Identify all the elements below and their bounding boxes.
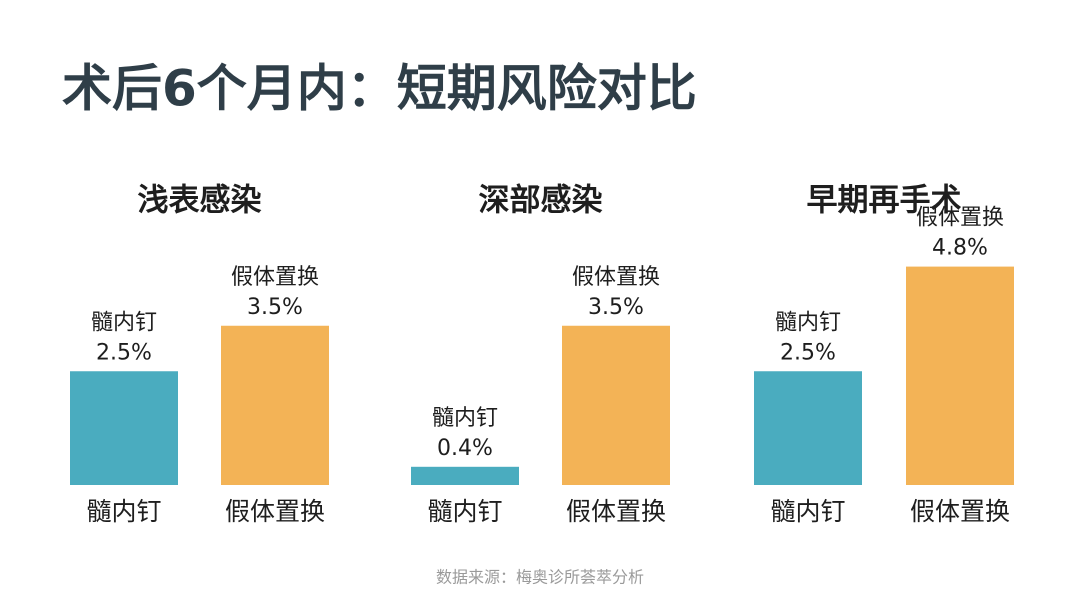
- bar: [70, 371, 178, 485]
- page-title: 术后6个月内：短期风险对比: [62, 60, 697, 118]
- x-category-label: 假体置换: [225, 497, 325, 526]
- bar-name-label: 髓内钉: [91, 310, 157, 335]
- bar: [754, 371, 862, 485]
- bar-name-label: 髓内钉: [775, 310, 841, 335]
- value-label: 3.5%: [588, 295, 644, 320]
- x-category-label: 假体置换: [566, 497, 666, 526]
- value-label: 2.5%: [780, 340, 836, 365]
- x-category-label: 假体置换: [910, 497, 1010, 526]
- bar: [221, 325, 329, 485]
- subchart-title: 浅表感染: [138, 183, 262, 219]
- bar-name-label: 假体置换: [916, 206, 1004, 231]
- x-category-label: 髓内钉: [427, 497, 502, 526]
- bar-name-label: 髓内钉: [432, 406, 498, 431]
- value-label: 4.8%: [932, 236, 988, 261]
- value-label: 2.5%: [96, 340, 152, 365]
- value-label: 3.5%: [247, 295, 303, 320]
- bar: [562, 325, 670, 485]
- subchart-title: 深部感染: [479, 183, 603, 219]
- subchart-title: 早期再手术: [807, 183, 962, 219]
- x-category-label: 髓内钉: [86, 497, 161, 526]
- bar: [411, 466, 519, 485]
- source-note: 数据来源：梅奥诊所荟萃分析: [436, 568, 644, 587]
- value-label: 0.4%: [437, 436, 493, 461]
- bar-name-label: 假体置换: [572, 265, 660, 290]
- bar-name-label: 假体置换: [231, 265, 319, 290]
- bar: [906, 266, 1014, 485]
- x-category-label: 髓内钉: [770, 497, 845, 526]
